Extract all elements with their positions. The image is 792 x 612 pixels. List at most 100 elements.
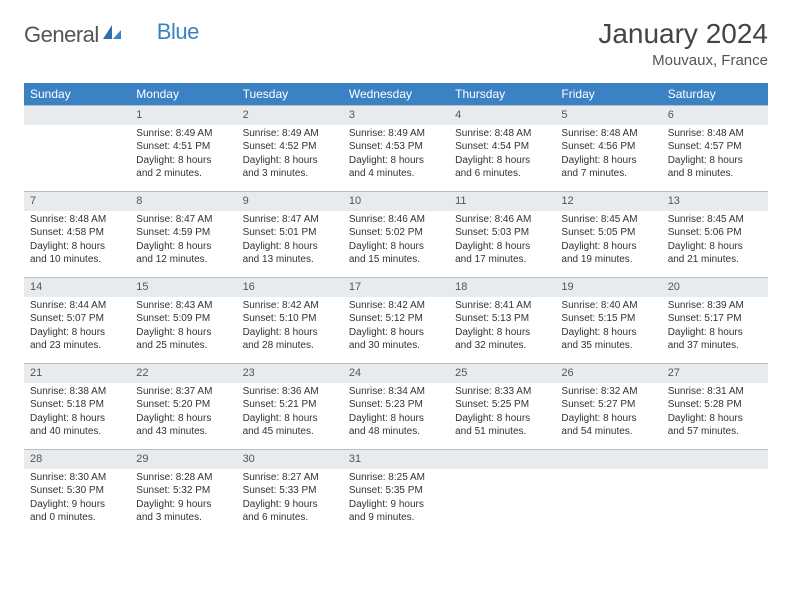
day-number: 3 [343,105,449,125]
page-title: January 2024 [598,18,768,50]
weekday-header: Wednesday [343,83,449,105]
sunrise-line: Sunrise: 8:45 AM [668,213,762,227]
day-body [24,125,130,131]
sunset-line: Sunset: 5:28 PM [668,398,762,412]
sunset-line: Sunset: 5:12 PM [349,312,443,326]
day-number: 1 [130,105,236,125]
day-number: 14 [24,277,130,297]
day-body: Sunrise: 8:34 AMSunset: 5:23 PMDaylight:… [343,383,449,443]
title-block: January 2024 Mouvaux, France [598,18,768,69]
sunset-line: Sunset: 5:32 PM [136,484,230,498]
daylight-line: Daylight: 8 hours and 8 minutes. [668,154,762,181]
day-number: 28 [24,449,130,469]
day-number [24,105,130,125]
day-number: 30 [237,449,343,469]
sunrise-line: Sunrise: 8:33 AM [455,385,549,399]
calendar-cell: 27Sunrise: 8:31 AMSunset: 5:28 PMDayligh… [662,363,768,449]
sunrise-line: Sunrise: 8:30 AM [30,471,124,485]
weekday-header: Saturday [662,83,768,105]
calendar-week-row: 1Sunrise: 8:49 AMSunset: 4:51 PMDaylight… [24,105,768,191]
sunset-line: Sunset: 5:20 PM [136,398,230,412]
calendar-cell: 11Sunrise: 8:46 AMSunset: 5:03 PMDayligh… [449,191,555,277]
calendar-cell: 25Sunrise: 8:33 AMSunset: 5:25 PMDayligh… [449,363,555,449]
daylight-line: Daylight: 8 hours and 43 minutes. [136,412,230,439]
day-body: Sunrise: 8:40 AMSunset: 5:15 PMDaylight:… [555,297,661,357]
day-number: 27 [662,363,768,383]
calendar-cell [555,449,661,535]
day-number: 5 [555,105,661,125]
calendar-cell [449,449,555,535]
calendar-cell: 20Sunrise: 8:39 AMSunset: 5:17 PMDayligh… [662,277,768,363]
calendar-cell: 14Sunrise: 8:44 AMSunset: 5:07 PMDayligh… [24,277,130,363]
weekday-header: Friday [555,83,661,105]
day-body: Sunrise: 8:39 AMSunset: 5:17 PMDaylight:… [662,297,768,357]
day-body: Sunrise: 8:27 AMSunset: 5:33 PMDaylight:… [237,469,343,529]
logo-text-blue: Blue [157,19,199,45]
daylight-line: Daylight: 8 hours and 25 minutes. [136,326,230,353]
day-number: 11 [449,191,555,211]
sunset-line: Sunset: 5:27 PM [561,398,655,412]
calendar-cell: 13Sunrise: 8:45 AMSunset: 5:06 PMDayligh… [662,191,768,277]
sunrise-line: Sunrise: 8:27 AM [243,471,337,485]
sunrise-line: Sunrise: 8:48 AM [455,127,549,141]
sunset-line: Sunset: 4:51 PM [136,140,230,154]
sunset-line: Sunset: 5:06 PM [668,226,762,240]
sunset-line: Sunset: 5:23 PM [349,398,443,412]
daylight-line: Daylight: 8 hours and 2 minutes. [136,154,230,181]
calendar-cell: 12Sunrise: 8:45 AMSunset: 5:05 PMDayligh… [555,191,661,277]
sunset-line: Sunset: 5:33 PM [243,484,337,498]
sunrise-line: Sunrise: 8:42 AM [349,299,443,313]
day-body: Sunrise: 8:42 AMSunset: 5:12 PMDaylight:… [343,297,449,357]
day-number: 9 [237,191,343,211]
daylight-line: Daylight: 8 hours and 40 minutes. [30,412,124,439]
day-number: 8 [130,191,236,211]
day-body: Sunrise: 8:43 AMSunset: 5:09 PMDaylight:… [130,297,236,357]
calendar-body: 1Sunrise: 8:49 AMSunset: 4:51 PMDaylight… [24,105,768,535]
sunrise-line: Sunrise: 8:40 AM [561,299,655,313]
day-body: Sunrise: 8:47 AMSunset: 5:01 PMDaylight:… [237,211,343,271]
sunset-line: Sunset: 5:07 PM [30,312,124,326]
daylight-line: Daylight: 8 hours and 19 minutes. [561,240,655,267]
calendar-cell: 15Sunrise: 8:43 AMSunset: 5:09 PMDayligh… [130,277,236,363]
sunset-line: Sunset: 5:03 PM [455,226,549,240]
sunrise-line: Sunrise: 8:46 AM [349,213,443,227]
sunrise-line: Sunrise: 8:34 AM [349,385,443,399]
day-number [449,449,555,469]
daylight-line: Daylight: 8 hours and 51 minutes. [455,412,549,439]
sunrise-line: Sunrise: 8:49 AM [349,127,443,141]
daylight-line: Daylight: 8 hours and 15 minutes. [349,240,443,267]
sunset-line: Sunset: 5:10 PM [243,312,337,326]
day-number: 25 [449,363,555,383]
sunrise-line: Sunrise: 8:42 AM [243,299,337,313]
sunrise-line: Sunrise: 8:25 AM [349,471,443,485]
calendar-cell: 24Sunrise: 8:34 AMSunset: 5:23 PMDayligh… [343,363,449,449]
weekday-header: Tuesday [237,83,343,105]
calendar-cell: 21Sunrise: 8:38 AMSunset: 5:18 PMDayligh… [24,363,130,449]
day-body: Sunrise: 8:47 AMSunset: 4:59 PMDaylight:… [130,211,236,271]
sunrise-line: Sunrise: 8:49 AM [136,127,230,141]
daylight-line: Daylight: 8 hours and 30 minutes. [349,326,443,353]
day-body: Sunrise: 8:25 AMSunset: 5:35 PMDaylight:… [343,469,449,529]
daylight-line: Daylight: 8 hours and 10 minutes. [30,240,124,267]
sunset-line: Sunset: 5:01 PM [243,226,337,240]
calendar-table: SundayMondayTuesdayWednesdayThursdayFrid… [24,83,768,535]
day-body: Sunrise: 8:46 AMSunset: 5:02 PMDaylight:… [343,211,449,271]
day-body: Sunrise: 8:48 AMSunset: 4:54 PMDaylight:… [449,125,555,185]
sunset-line: Sunset: 4:54 PM [455,140,549,154]
daylight-line: Daylight: 8 hours and 17 minutes. [455,240,549,267]
day-number: 26 [555,363,661,383]
daylight-line: Daylight: 8 hours and 45 minutes. [243,412,337,439]
daylight-line: Daylight: 8 hours and 57 minutes. [668,412,762,439]
weekday-header: Sunday [24,83,130,105]
sunset-line: Sunset: 5:18 PM [30,398,124,412]
day-body: Sunrise: 8:48 AMSunset: 4:56 PMDaylight:… [555,125,661,185]
day-number: 24 [343,363,449,383]
sunset-line: Sunset: 4:58 PM [30,226,124,240]
calendar-cell [662,449,768,535]
daylight-line: Daylight: 8 hours and 3 minutes. [243,154,337,181]
sunset-line: Sunset: 5:05 PM [561,226,655,240]
calendar-cell [24,105,130,191]
sunset-line: Sunset: 5:15 PM [561,312,655,326]
calendar-cell: 5Sunrise: 8:48 AMSunset: 4:56 PMDaylight… [555,105,661,191]
day-number: 6 [662,105,768,125]
